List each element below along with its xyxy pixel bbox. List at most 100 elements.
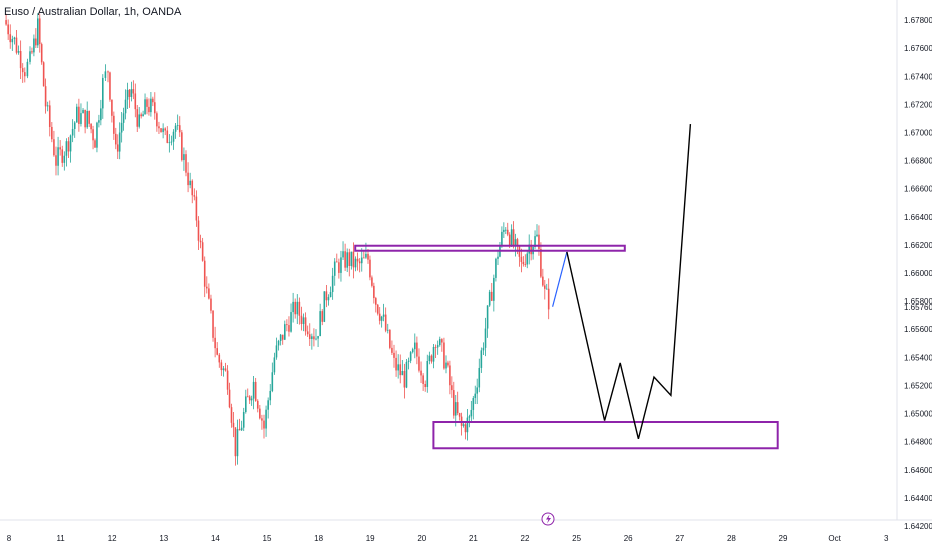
candle-body <box>503 229 505 232</box>
candle-body <box>118 132 121 152</box>
candle-body <box>438 339 441 346</box>
price-tick-label: 1.64400 <box>904 494 932 503</box>
candle-body <box>73 122 76 129</box>
candle-body <box>536 234 538 237</box>
candle-body <box>124 99 127 114</box>
price-axis[interactable]: 1.67800 1.67600 1.67400 1.67200 1.67000 1.668… <box>904 16 932 531</box>
candle-body <box>126 89 129 100</box>
date-tick-label: 27 <box>675 534 684 543</box>
candle-body <box>59 147 61 150</box>
candle-body <box>474 393 477 399</box>
candle-body <box>269 390 272 401</box>
candle-body <box>252 381 255 399</box>
projection-line[interactable] <box>566 124 692 440</box>
candle-body <box>426 360 429 387</box>
candle-body <box>317 336 319 339</box>
candle-body <box>336 261 338 263</box>
candle-body <box>363 257 365 259</box>
candle-body <box>96 122 98 148</box>
candle-body <box>306 331 309 335</box>
candle-body <box>356 258 359 262</box>
candle-body <box>311 336 313 339</box>
candle-body <box>346 252 348 268</box>
candle-body <box>323 291 326 322</box>
price-tick-label: 1.67800 <box>904 16 932 25</box>
date-tick-label: 8 <box>7 534 12 543</box>
candle-body <box>51 126 53 140</box>
candle-body <box>9 34 12 43</box>
candle-body <box>348 252 351 267</box>
candle-body <box>44 86 47 107</box>
candle-body <box>376 304 379 314</box>
price-tick-label: 1.67200 <box>904 100 932 109</box>
date-tick-label: 19 <box>366 534 375 543</box>
candle-body <box>250 398 253 401</box>
time-axis[interactable]: 8 11 12 13 14 15 18 19 20 21 22 25 26 27 28 29 Oct 3 <box>7 534 889 543</box>
last-price-label: 1.65760 <box>904 303 932 312</box>
candle-body <box>331 275 334 293</box>
candle-body <box>432 346 435 362</box>
candle-body <box>178 125 181 133</box>
price-tick-label: 1.65400 <box>904 353 932 362</box>
price-tick-label: 1.66200 <box>904 241 932 250</box>
candle-body <box>384 314 387 331</box>
demand-zone[interactable] <box>432 421 779 450</box>
candle-body <box>434 346 437 348</box>
candle-body <box>294 301 296 315</box>
candle-body <box>210 298 212 311</box>
candle-body <box>508 234 511 246</box>
price-tick-label: 1.66000 <box>904 269 932 278</box>
candle-body <box>168 142 171 144</box>
candle-body <box>544 285 546 289</box>
candle-body <box>436 345 439 348</box>
candle-body <box>449 365 451 386</box>
candle-body <box>516 239 519 247</box>
candle-body <box>69 135 72 152</box>
candle-body <box>428 355 431 361</box>
candle-body <box>325 291 328 301</box>
candle-body <box>71 128 74 136</box>
candle-body <box>65 141 68 156</box>
candle-body <box>248 396 251 401</box>
candle-body <box>33 38 35 53</box>
candle-body <box>176 125 179 126</box>
date-tick-label: 3 <box>884 534 889 543</box>
price-tick-label: 1.65000 <box>904 410 932 419</box>
candle-body <box>512 229 515 246</box>
candle-body <box>333 261 336 276</box>
candle-body <box>35 38 37 46</box>
candle-body <box>67 141 70 152</box>
candle-body <box>447 362 449 366</box>
candle-body <box>246 396 249 398</box>
candle-body <box>407 360 410 362</box>
candle-body <box>391 347 393 353</box>
lightning-icon[interactable] <box>541 512 555 526</box>
candle-body <box>26 61 29 77</box>
candle-body <box>29 51 31 62</box>
candle-body <box>420 370 422 376</box>
candle-body <box>17 51 20 53</box>
candle-body <box>344 251 346 268</box>
candle-body <box>191 180 194 196</box>
supply-zone[interactable] <box>354 244 626 252</box>
candle-body <box>115 133 117 145</box>
candle-body <box>300 315 303 325</box>
candle-body <box>296 301 299 315</box>
candle-body <box>530 244 532 255</box>
candle-body <box>174 125 177 132</box>
candle-body <box>352 251 355 268</box>
candle-body <box>350 251 353 267</box>
candle-body <box>315 338 317 340</box>
candle-body <box>267 400 269 410</box>
date-tick-label: 22 <box>521 534 530 543</box>
candle-body <box>46 105 49 107</box>
candle-body <box>263 420 265 429</box>
candle-body <box>484 328 487 348</box>
candle-body <box>495 258 497 278</box>
candle-body <box>53 139 55 156</box>
candle-body <box>405 361 408 388</box>
candle-body <box>111 99 113 116</box>
candle-body <box>222 368 225 371</box>
